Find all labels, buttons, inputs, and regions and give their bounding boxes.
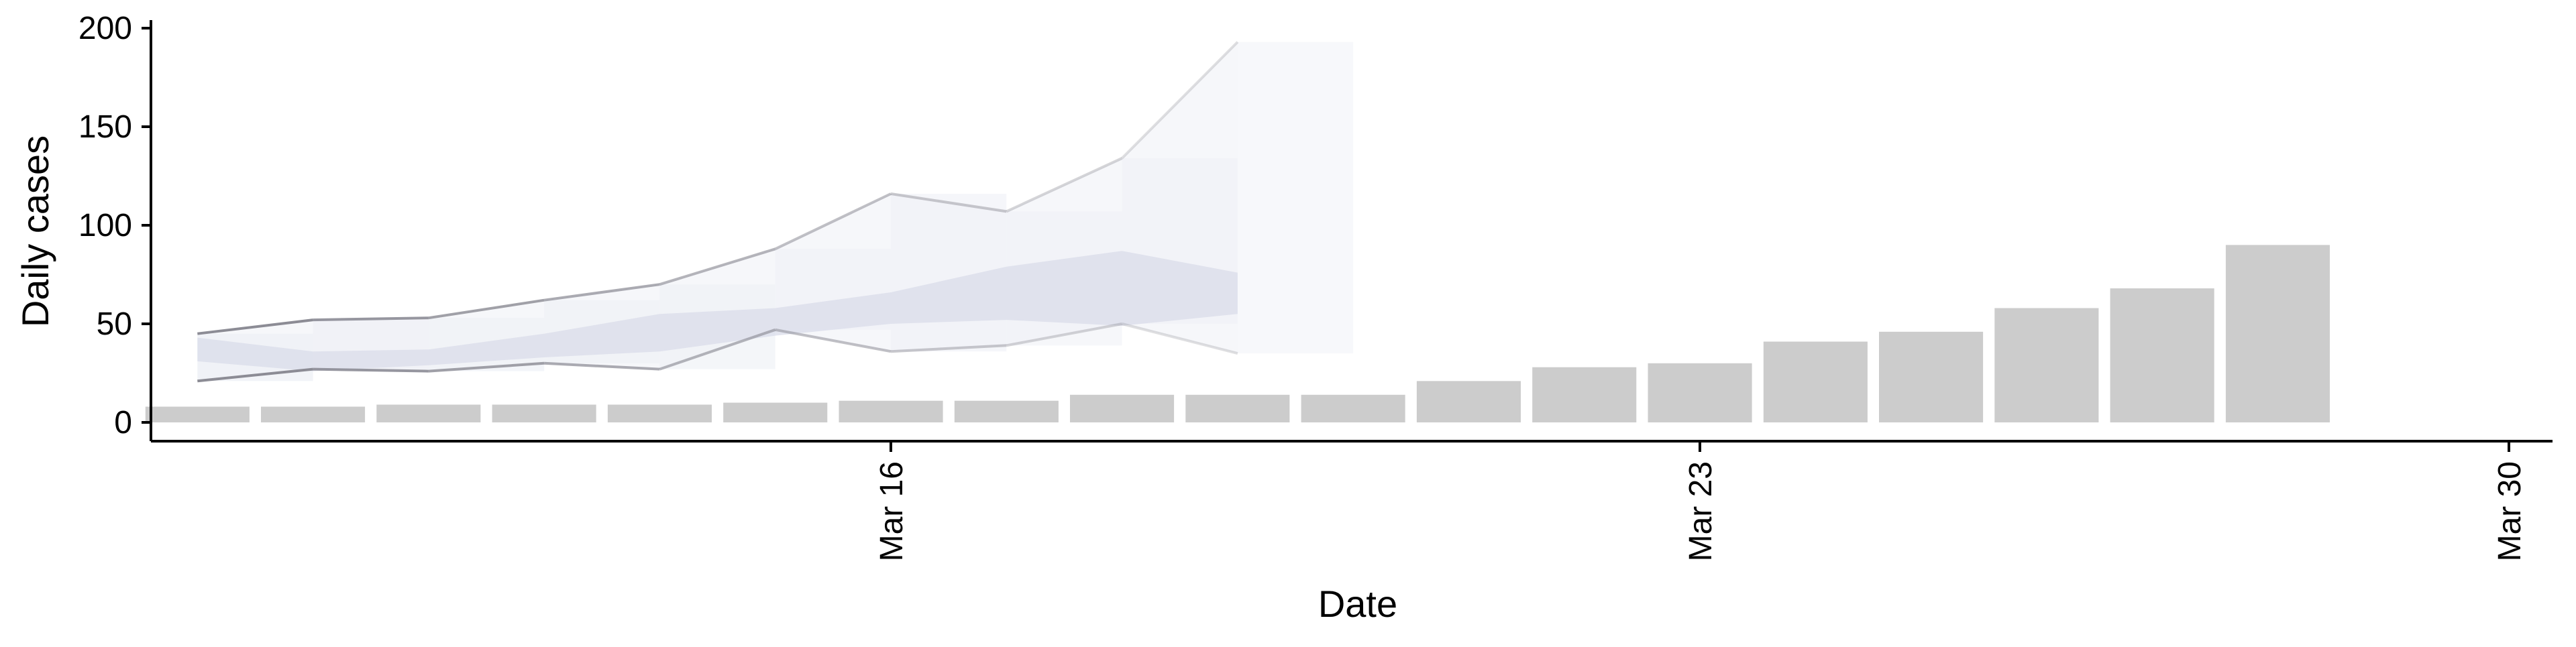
bar bbox=[1879, 331, 1984, 422]
y-tick-label: 200 bbox=[78, 11, 132, 46]
bar bbox=[723, 402, 828, 422]
upper-bound-line bbox=[197, 318, 313, 335]
y-tick-label: 0 bbox=[114, 405, 132, 440]
lower-bound-line bbox=[428, 361, 545, 373]
y-tick-label: 50 bbox=[97, 306, 132, 342]
axes-layer: 0 50 100 150 200 Mar 16 Mar 23 Mar 30 bbox=[78, 11, 2553, 561]
bar bbox=[1185, 394, 1290, 422]
bar bbox=[1994, 308, 2099, 422]
lower-bound-line bbox=[1006, 322, 1122, 347]
upper-bound-line bbox=[313, 316, 429, 322]
bar bbox=[1763, 341, 1868, 422]
bar bbox=[1416, 381, 1521, 422]
y-tick-label: 150 bbox=[78, 109, 132, 145]
lower-bound-line bbox=[659, 328, 776, 371]
upper-bound-line bbox=[1006, 157, 1123, 213]
outer-band-segment bbox=[1237, 42, 1354, 354]
y-axis-title: Daily cases bbox=[14, 135, 56, 327]
x-tick-label: Mar 30 bbox=[2492, 461, 2528, 561]
lower-bound-line bbox=[197, 367, 313, 383]
bar bbox=[2225, 245, 2330, 422]
bar bbox=[492, 404, 596, 422]
bar bbox=[261, 406, 366, 422]
bar bbox=[1532, 367, 1637, 422]
bar bbox=[607, 404, 712, 422]
upper-bound-line bbox=[1121, 41, 1239, 160]
x-tick-label: Mar 23 bbox=[1683, 461, 1719, 561]
bar bbox=[376, 404, 481, 422]
lower-bound-line bbox=[890, 344, 1007, 353]
lower-bound-line bbox=[1122, 322, 1238, 355]
upper-bound-line bbox=[659, 247, 776, 286]
upper-bound-line bbox=[774, 192, 892, 251]
lower-bound-line bbox=[543, 361, 660, 371]
x-axis-title: Date bbox=[1318, 583, 1397, 625]
bar bbox=[954, 400, 1059, 422]
upper-bound-line bbox=[428, 298, 545, 320]
bar bbox=[1070, 394, 1175, 422]
lower-bound-line bbox=[313, 367, 429, 373]
x-tick-label: Mar 16 bbox=[874, 461, 910, 561]
bar bbox=[1648, 363, 1752, 422]
bar bbox=[145, 406, 250, 422]
upper-bound-line bbox=[543, 283, 660, 302]
bar bbox=[839, 400, 943, 422]
upper-bound-line bbox=[890, 192, 1007, 213]
inner-band bbox=[197, 251, 1238, 371]
lower-bound-line bbox=[775, 328, 892, 353]
bars-layer bbox=[145, 245, 2330, 422]
projection-layer bbox=[197, 41, 1354, 383]
bar bbox=[1301, 394, 1405, 422]
y-tick-label: 100 bbox=[78, 208, 132, 243]
bar bbox=[2110, 288, 2214, 422]
